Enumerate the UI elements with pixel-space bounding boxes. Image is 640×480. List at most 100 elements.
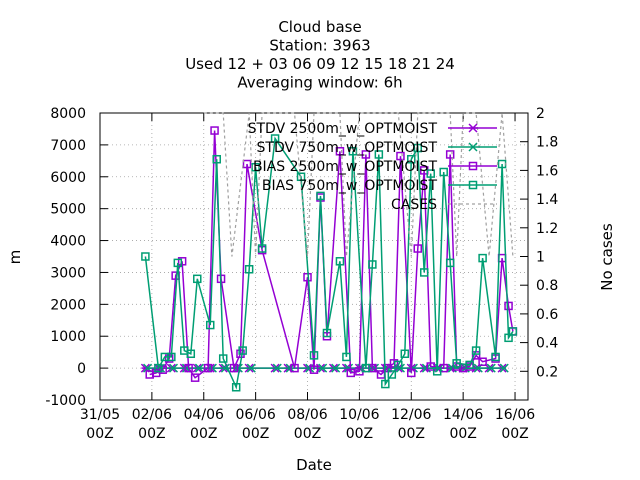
data-point [335,257,345,266]
data-point [447,363,457,373]
data-point [229,363,239,373]
x-tick-label: 06/06 [235,407,275,423]
x-axis-label: Date [296,456,332,474]
data-point [426,169,435,178]
data-point [244,265,254,274]
series-line [203,112,514,257]
data-point [203,363,213,373]
x-tick-label: 16/06 [495,407,535,423]
legend-label: STDV 750m_w_OPTMOIST [257,140,438,156]
data-point [432,367,442,376]
y2-tick-label: 0.2 [536,364,558,380]
data-point [445,258,455,268]
data-point [468,180,478,190]
data-point [374,150,384,159]
data-point [238,346,247,355]
title-line: Cloud base [278,18,361,36]
y2-tick-label: 0.4 [536,336,558,352]
data-point [381,379,390,389]
data-point [394,360,403,370]
series-3 [141,134,518,392]
y2-tick-label: 1.8 [536,135,558,151]
data-point [210,126,219,135]
x-tick-label: 08/06 [287,407,327,423]
y-tick-label: 6000 [50,170,86,186]
data-point [190,373,200,382]
data-point [407,154,416,164]
y2-tick-label: 1.4 [536,192,558,208]
data-point [419,268,429,277]
data-point [167,352,176,362]
y2-tick-label: 2 [536,106,545,122]
data-point [396,151,405,161]
data-point [361,363,371,373]
data-point [177,257,187,266]
y-axis-ticks: -1000 0 1000 2000 3000 4000 5000 6000 7000 8000 [45,106,108,409]
x-tick-label: 00Z [138,426,165,442]
title-line: Used 12 + 03 06 09 12 15 18 21 24 [185,55,455,73]
y-tick-label: 8000 [50,106,86,122]
data-point [194,363,204,373]
y-tick-label: 0 [77,361,86,377]
y-tick-label: 1000 [50,329,86,345]
data-point [478,253,487,263]
data-point [439,167,448,177]
series-4 [203,112,514,257]
y2-tick-label: 0.6 [536,307,558,323]
x-tick-label: 04/06 [184,407,224,423]
data-point [421,363,431,373]
x-tick-label: 00Z [398,426,425,442]
data-point [212,154,221,164]
x-tick-label: 14/06 [443,407,483,423]
y-tick-label: -1000 [45,393,86,409]
data-point [231,382,241,392]
data-point [158,365,167,374]
data-point [246,363,256,373]
series-line [149,130,514,379]
data-point [452,359,461,368]
data-point [504,301,513,311]
legend-label: BIAS 750m_w_OPTMOIST [262,178,438,194]
data-point [164,354,174,363]
data-point [508,327,518,336]
data-point [468,123,478,133]
y-tick-label: 3000 [50,265,86,281]
data-point [141,252,150,261]
data-point [407,368,416,378]
series-2 [145,126,518,382]
legend-label: STDV 2500m_w_OPTMOIST [248,121,438,137]
y2-tick-label: 1.6 [536,163,558,179]
data-point [426,362,435,371]
legend-label: CASES [391,197,437,213]
data-point [445,150,455,159]
title-line: Station: 3963 [269,37,370,55]
x-tick-label: 00Z [346,426,373,442]
y-tick-label: 5000 [50,202,86,218]
legend: STDV 2500m_w_OPTMOIST STDV 750m_w_OPTMOIS… [248,121,497,213]
data-point [193,274,202,284]
data-point [309,351,319,360]
legend-label: BIAS 2500m_w_OPTMOIST [253,159,437,175]
data-point [468,142,478,152]
data-point [361,150,371,159]
data-point [272,363,282,373]
data-point [290,363,299,373]
data-point [322,328,332,338]
data-point [316,191,325,201]
data-point [270,134,280,143]
data-point [186,349,196,359]
data-point [218,354,228,363]
y2-axis-label: No cases [598,223,616,291]
data-point [184,363,193,373]
data-point [400,349,410,359]
data-point [465,360,474,370]
data-point [296,172,306,182]
data-point [491,352,500,362]
y2-axis-ticks: 0.2 0.4 0.6 0.8 1 1.2 1.4 1.6 1.8 2 [520,106,558,380]
data-point [318,363,328,373]
y-tick-label: 7000 [50,138,86,154]
x-tick-label: 00Z [190,426,217,442]
data-point [242,159,252,169]
data-point [471,346,481,355]
